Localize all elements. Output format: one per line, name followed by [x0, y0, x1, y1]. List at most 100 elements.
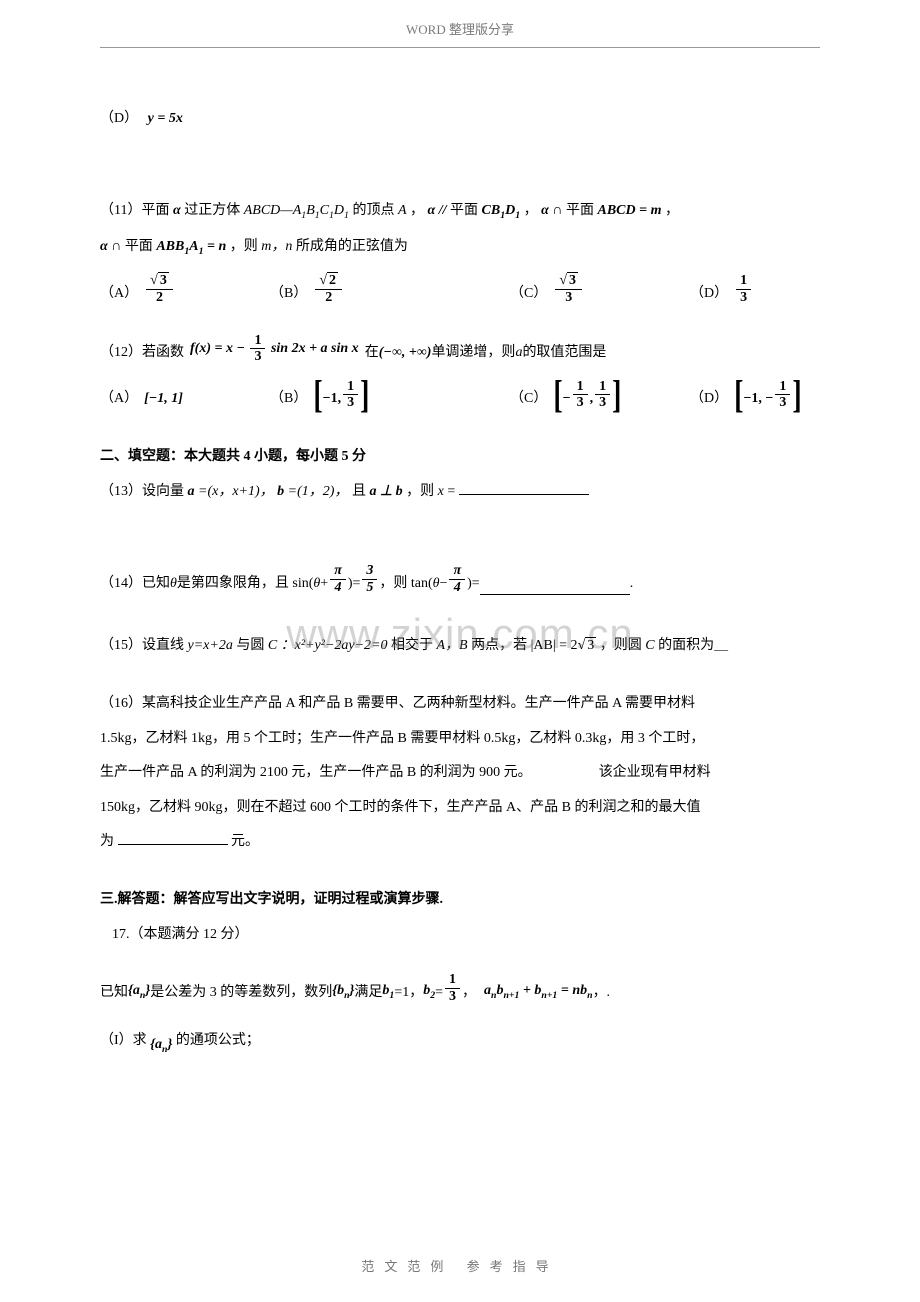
- question-16-l5: 为 元。: [100, 831, 820, 853]
- fraction: 1 3: [736, 273, 751, 305]
- q11-prefix: （11）平面: [100, 203, 169, 218]
- theta: θ: [170, 573, 177, 595]
- question-13: （13）设向量 a =(x，x+1)， b =(1，2)， 且 a ⊥ b ，则…: [100, 481, 820, 503]
- q12-option-a: （A） [−1, 1]: [100, 379, 270, 411]
- text: 平面: [566, 203, 598, 218]
- question-16-l4: 150kg，乙材料 90kg，则在不超过 600 个工时的条件下，生产产品 A、…: [100, 797, 820, 819]
- a-var: a: [515, 342, 522, 364]
- c-name: C: [268, 638, 277, 653]
- text: ，则: [406, 484, 438, 499]
- text: 相交于: [391, 638, 437, 653]
- circle-eq: ：x²+y²−2ay−2=0: [281, 638, 388, 653]
- answer-blank[interactable]: [118, 844, 228, 845]
- theta: θ: [313, 573, 320, 595]
- question-17-body: 已知 {an} 是公差为 3 的等差数列，数列 {bn} 满足 b1 =1， b…: [100, 972, 820, 1004]
- line-eq: y=x+2a: [188, 638, 233, 653]
- page-footer: 范文范例 参考指导: [0, 1257, 920, 1278]
- question-16-l1: （16）某高科技企业生产产品 A 和产品 B 需要甲、乙两种新型材料。生产一件产…: [100, 693, 820, 715]
- text: （I）求: [100, 1033, 147, 1048]
- fraction: 35: [362, 563, 377, 595]
- question-11-line2: α ∩ 平面 ABB1A1 = n ，则 m，n 所成角的正弦值为: [100, 236, 820, 259]
- eq: =: [447, 484, 455, 499]
- option-label: （B）: [270, 283, 307, 305]
- text: .: [630, 573, 634, 595]
- text: 平面: [450, 203, 482, 218]
- q14-prefix: （14）已知: [100, 573, 170, 595]
- fx-formula: f(x) = x − 13 sin 2x + a sin x: [190, 333, 359, 365]
- fraction: 2 2: [315, 273, 342, 305]
- footer-right: 参考指导: [467, 1259, 559, 1274]
- vec-b: b: [277, 484, 284, 499]
- points: A，B: [437, 638, 468, 653]
- plane: ABCD = m: [597, 203, 661, 218]
- cond2: α ∩: [541, 203, 566, 218]
- text: 的顶点: [352, 203, 398, 218]
- footer-left: 范文范例: [361, 1259, 453, 1274]
- text: 为: [100, 834, 114, 849]
- text: 已知: [100, 982, 128, 1004]
- option-label: （D）: [690, 388, 728, 410]
- q13-prefix: （13）设向量: [100, 484, 188, 499]
- b1: b1: [382, 980, 394, 1003]
- text: 且: [352, 484, 370, 499]
- page: WORD 整理版分享 www.zixin.com.cn （D） y = 5x （…: [0, 0, 920, 1302]
- vec-a: a: [188, 484, 195, 499]
- section-2-title: 二、填空题：本大题共 4 小题，每小题 5 分: [100, 446, 820, 468]
- interval: [−1, 1]: [144, 388, 183, 410]
- seq-an: {an}: [150, 1037, 172, 1052]
- interval: (−∞, +∞): [379, 342, 432, 364]
- question-17-head: 17.（本题满分 12 分）: [112, 924, 820, 946]
- question-16-l2: 1.5kg，乙材料 1kg，用 5 个工时；生产一件产品 B 需要甲材料 0.5…: [100, 728, 820, 750]
- question-16-l3: 生产一件产品 A 的利润为 2100 元，生产一件产品 B 的利润为 900 元…: [100, 762, 820, 784]
- text: 与圆: [236, 638, 268, 653]
- text: 平面: [125, 239, 157, 254]
- text: 单调递增，则: [431, 342, 515, 364]
- text: )=: [348, 573, 361, 595]
- option-label: （A）: [100, 283, 138, 305]
- q11-option-a: （A） 3 2: [100, 273, 270, 305]
- q11-option-b: （B） 2 2: [270, 273, 510, 305]
- text: 是第四象限角，且 sin(: [177, 573, 314, 595]
- text: 元。: [231, 834, 259, 849]
- formula: y = 5x: [148, 111, 183, 126]
- option-label: （C）: [510, 388, 547, 410]
- text: ，: [462, 982, 476, 1004]
- option-label: （A）: [100, 388, 138, 410]
- q12-option-b: （B） [ −1, 13 ]: [270, 379, 510, 411]
- text: 该企业现有甲材料: [599, 765, 711, 780]
- seq-bn: {bn}: [332, 980, 354, 1003]
- cond3: α ∩: [100, 239, 125, 254]
- text: ，则: [230, 239, 262, 254]
- c-name: C: [645, 638, 654, 653]
- text: 的取值范围是: [522, 342, 606, 364]
- text: =1，: [394, 982, 423, 1004]
- answer-blank[interactable]: [480, 594, 630, 595]
- question-11: （11）平面 α 过正方体 ABCD—A1B1C1D1 的顶点 A ， α //…: [100, 200, 820, 223]
- question-12: （12）若函数 f(x) = x − 13 sin 2x + a sin x 在…: [100, 333, 820, 365]
- q12-options: （A） [−1, 1] （B） [ −1, 13 ] （C） [ −13 , 1…: [100, 379, 820, 411]
- q11-options: （A） 3 2 （B） 2 2 （C） 3 3: [100, 273, 820, 305]
- text: ，.: [593, 982, 611, 1004]
- text: 过正方体: [184, 203, 244, 218]
- question-14: （14）已知 θ 是第四象限角，且 sin( θ + π4 )= 35 ，则 t…: [100, 563, 820, 595]
- text: ，则 tan(: [379, 573, 432, 595]
- theta: θ: [433, 573, 440, 595]
- text: −: [440, 573, 448, 595]
- ab-length: |AB| = 23: [531, 638, 597, 653]
- text: ，: [524, 203, 538, 218]
- fraction: 3 2: [146, 273, 173, 305]
- cube-name: ABCD—A1B1C1D1: [244, 203, 349, 218]
- option-label: （C）: [510, 283, 547, 305]
- option-label: （D）: [100, 111, 138, 126]
- question-17-part1: （I）求 {an} 的通项公式；: [100, 1030, 820, 1057]
- perp: a ⊥ b: [369, 484, 402, 499]
- content-area: （D） y = 5x （11）平面 α 过正方体 ABCD—A1B1C1D1 的…: [0, 108, 920, 1058]
- text: 是公差为 3 的等差数列，数列: [150, 982, 332, 1004]
- text: 在: [365, 342, 379, 364]
- answer-blank[interactable]: [459, 494, 589, 495]
- section-3-title: 三.解答题：解答应写出文字说明，证明过程或演算步骤.: [100, 889, 820, 911]
- q12-prefix: （12）若函数: [100, 342, 184, 364]
- question-15: （15）设直线 y=x+2a 与圆 C ：x²+y²−2ay−2=0 相交于 A…: [100, 635, 820, 657]
- text: 的面积为＿: [658, 638, 728, 653]
- text: 所成角的正弦值为: [296, 239, 408, 254]
